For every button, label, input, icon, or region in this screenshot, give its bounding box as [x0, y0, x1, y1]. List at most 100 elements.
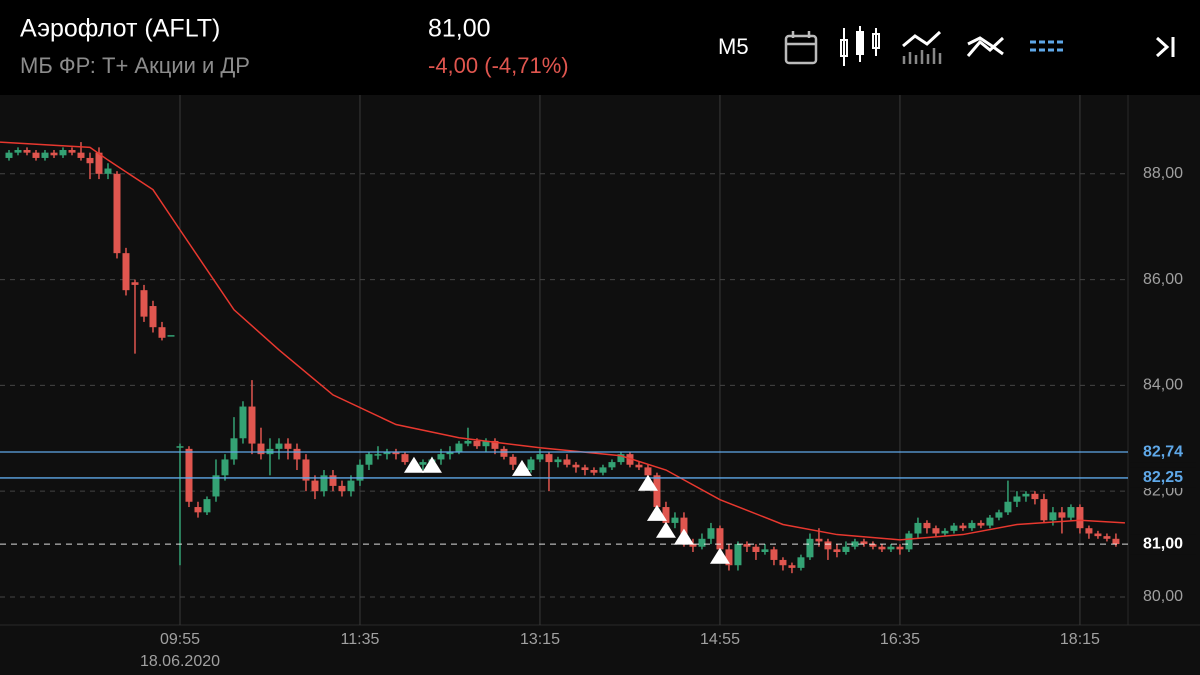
candle-body — [95, 152, 103, 174]
candle-body — [770, 549, 778, 560]
date-label: 18.06.2020 — [140, 653, 220, 670]
candle-body — [626, 454, 634, 465]
candle-body — [860, 541, 868, 545]
signal-marker — [673, 528, 694, 545]
candle-body — [959, 525, 967, 529]
candle-body — [545, 454, 553, 463]
candle-body — [995, 512, 1003, 518]
candle-body — [1103, 536, 1111, 539]
candle-body — [842, 546, 850, 553]
candle-body — [419, 462, 427, 465]
candle-body — [1076, 507, 1084, 529]
candle-body — [1058, 512, 1066, 518]
candle-body — [500, 448, 508, 457]
candle-body — [752, 546, 760, 553]
candle-body — [149, 306, 157, 328]
candle-body — [113, 173, 121, 254]
candles-button[interactable] — [840, 26, 880, 66]
candle-body — [374, 454, 382, 456]
candle-body — [239, 406, 247, 439]
candle-body — [59, 150, 67, 156]
candle-body — [5, 152, 13, 158]
candle-body — [608, 462, 616, 468]
signal-marker — [655, 521, 676, 538]
signal-marker — [646, 504, 667, 521]
candle-body — [50, 152, 58, 156]
candle-body — [788, 565, 796, 568]
candle-body — [977, 522, 985, 526]
level-label-bg — [1130, 534, 1196, 555]
candle-body — [1085, 528, 1093, 534]
y-tick-label: 80,00 — [1143, 588, 1183, 605]
candle-body — [68, 150, 76, 153]
candle-body — [1112, 538, 1120, 545]
candle-body — [617, 454, 625, 463]
candle-body — [356, 464, 364, 481]
candle-body — [527, 459, 535, 471]
candle-body — [185, 448, 193, 502]
candle-body — [1094, 533, 1102, 537]
candle-body — [581, 467, 589, 471]
timeframe-button[interactable]: M5 — [718, 34, 749, 59]
candle-body — [446, 451, 454, 455]
instrument-title: Аэрофлот (AFLT) — [20, 15, 220, 43]
x-tick-label: 13:15 — [520, 631, 560, 648]
price-change: -4,00 (-4,71%) — [428, 53, 569, 78]
candle-body — [338, 485, 346, 492]
signal-marker — [403, 456, 424, 473]
candle-body — [797, 557, 805, 568]
x-tick-label: 14:55 — [700, 631, 740, 648]
candle-body — [347, 480, 355, 492]
candle-body — [1022, 493, 1030, 497]
candle-body — [986, 517, 994, 526]
calendar-button[interactable] — [784, 31, 818, 65]
candle-body — [194, 507, 202, 513]
line-volume-button[interactable] — [902, 30, 942, 64]
x-tick-label: 09:55 — [160, 631, 200, 648]
candle-body — [104, 168, 112, 174]
candle-body — [140, 290, 148, 317]
candle-body — [950, 525, 958, 531]
candle-body — [320, 475, 328, 492]
candle-body — [761, 549, 769, 553]
candle-body — [230, 438, 238, 460]
indicators-button[interactable] — [966, 36, 1005, 57]
candle-body — [437, 454, 445, 460]
candle-body — [509, 456, 517, 465]
candle-body — [77, 152, 85, 158]
candle-body — [644, 467, 652, 476]
candle-body — [365, 454, 373, 465]
collapse-button[interactable] — [1155, 36, 1175, 58]
candle-body — [41, 152, 49, 158]
candle-body — [635, 464, 643, 468]
candle-body — [887, 546, 895, 550]
candle-body — [1004, 501, 1012, 513]
candle-body — [455, 443, 463, 452]
signal-marker — [421, 456, 442, 473]
level-label: 82,74 — [1143, 443, 1183, 460]
candle-body — [824, 541, 832, 550]
candle-body — [86, 157, 94, 164]
y-tick-label: 84,00 — [1143, 377, 1183, 394]
candle-body — [293, 448, 301, 460]
candle-body — [653, 475, 661, 508]
candle-body — [590, 470, 598, 473]
candle-body — [878, 546, 886, 550]
candle-body — [23, 150, 31, 153]
candle-body — [329, 475, 337, 486]
last-price: 81,00 — [428, 15, 491, 43]
candle-body — [1067, 507, 1075, 518]
levels-button[interactable] — [1030, 40, 1063, 52]
candle-body — [257, 443, 265, 455]
candle-body — [923, 522, 931, 529]
candle-body — [869, 544, 877, 547]
candle-body — [734, 544, 742, 566]
y-tick-label: 86,00 — [1143, 271, 1183, 288]
candle-body — [176, 446, 184, 448]
candle-body — [212, 475, 220, 497]
candle-body — [1040, 499, 1048, 521]
candle-body — [815, 538, 823, 542]
candle-body — [248, 406, 256, 444]
y-tick-label: 88,00 — [1143, 165, 1183, 182]
